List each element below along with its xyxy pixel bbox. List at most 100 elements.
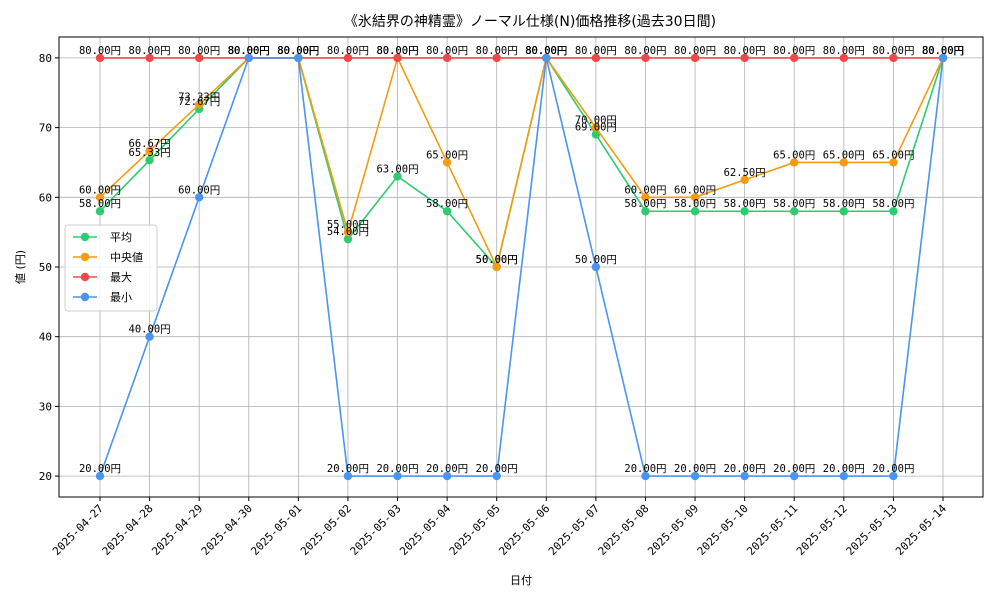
data-label: 20.00円 xyxy=(624,463,666,475)
data-label: 80.00円 xyxy=(327,45,369,57)
data-label: 80.00円 xyxy=(376,45,418,57)
legend-swatch-marker xyxy=(80,252,90,262)
legend-box xyxy=(64,224,158,312)
data-label: 80.00円 xyxy=(922,45,964,57)
data-label: 20.00円 xyxy=(426,463,468,475)
x-tick-label: 2025-05-02 xyxy=(298,502,354,558)
data-label: 58.00円 xyxy=(79,198,121,210)
y-tick-label: 70 xyxy=(39,122,52,135)
x-tick-label: 2025-05-03 xyxy=(348,502,404,558)
data-point xyxy=(244,53,253,63)
data-label: 80.00円 xyxy=(228,45,270,57)
data-label: 58.00円 xyxy=(773,198,815,210)
y-tick-label: 40 xyxy=(39,331,52,344)
data-label: 20.00円 xyxy=(872,463,914,475)
data-label: 80.00円 xyxy=(872,45,914,57)
data-label: 65.33円 xyxy=(129,147,171,159)
data-label: 80.00円 xyxy=(277,45,319,57)
data-label: 73.33円 xyxy=(178,91,220,103)
data-label: 65.00円 xyxy=(823,149,865,161)
data-label: 62.50円 xyxy=(724,167,766,179)
data-point xyxy=(343,53,353,63)
data-point xyxy=(591,130,601,139)
x-tick-label: 2025-05-08 xyxy=(596,502,652,558)
data-point xyxy=(492,262,501,272)
data-point xyxy=(889,207,898,216)
data-label: 40.00円 xyxy=(129,324,171,336)
data-label: 65.00円 xyxy=(773,149,815,161)
data-point xyxy=(343,227,353,237)
data-point xyxy=(145,53,154,63)
data-point xyxy=(889,158,898,167)
x-tick-label: 2025-05-11 xyxy=(744,502,800,558)
data-point xyxy=(145,332,154,341)
data-point xyxy=(839,471,849,481)
data-point xyxy=(740,207,749,216)
x-tick-label: 2025-05-06 xyxy=(496,502,552,558)
data-label: 80.00円 xyxy=(277,45,319,57)
data-point xyxy=(492,53,501,63)
data-label: 20.00円 xyxy=(476,463,518,475)
y-tick-label: 60 xyxy=(39,191,52,204)
y-tick-label: 20 xyxy=(39,470,52,483)
data-label: 55.00円 xyxy=(327,219,369,231)
data-label: 80.00円 xyxy=(376,45,418,57)
data-point xyxy=(839,207,849,216)
data-label: 80.00円 xyxy=(922,45,964,57)
x-tick-label: 2025-05-01 xyxy=(248,502,304,558)
data-label: 80.00円 xyxy=(823,45,865,57)
data-point xyxy=(95,471,105,481)
legend-swatch-marker xyxy=(80,292,90,302)
y-axis-label: 値 (円) xyxy=(14,250,27,284)
data-point xyxy=(790,158,799,167)
data-label: 58.00円 xyxy=(724,198,766,210)
data-label: 50.00円 xyxy=(476,254,518,266)
data-label: 58.00円 xyxy=(426,198,468,210)
data-point xyxy=(690,193,700,202)
legend-swatch-marker xyxy=(80,272,90,282)
data-label: 80.00円 xyxy=(277,45,319,57)
data-point xyxy=(790,53,799,63)
series-最大 xyxy=(95,53,948,63)
data-point xyxy=(938,53,948,63)
data-point xyxy=(690,207,700,216)
data-label: 20.00円 xyxy=(823,463,865,475)
data-point xyxy=(889,53,898,63)
series-中央値 xyxy=(95,53,948,272)
x-tick-label: 2025-05-05 xyxy=(447,502,503,558)
data-label: 20.00円 xyxy=(773,463,815,475)
data-point xyxy=(690,53,700,63)
data-label: 80.00円 xyxy=(525,45,567,57)
chart-title: 《氷結界の神精霊》ノーマル仕様(N)価格推移(過去30日間) xyxy=(344,14,716,30)
data-label: 60.00円 xyxy=(674,184,716,196)
data-label: 60.00円 xyxy=(79,184,121,196)
data-label: 80.00円 xyxy=(674,45,716,57)
data-point xyxy=(839,158,849,167)
data-label: 58.00円 xyxy=(872,198,914,210)
data-label: 65.00円 xyxy=(872,149,914,161)
y-tick-label: 50 xyxy=(39,261,52,274)
data-label: 70.00円 xyxy=(575,115,617,127)
data-label: 80.00円 xyxy=(129,45,171,57)
x-tick-label: 2025-04-29 xyxy=(149,502,205,558)
data-label: 66.67円 xyxy=(129,138,171,150)
data-point xyxy=(591,262,601,272)
data-point xyxy=(393,172,402,181)
data-label: 54.00円 xyxy=(327,226,369,238)
data-label: 80.00円 xyxy=(922,45,964,57)
data-point xyxy=(641,193,650,202)
data-point xyxy=(442,158,452,167)
data-point xyxy=(591,53,601,63)
data-point xyxy=(442,53,452,63)
x-tick-label: 2025-05-13 xyxy=(844,502,900,558)
series-layer xyxy=(95,53,948,481)
legend-entry-label: 最大 xyxy=(110,270,132,284)
data-point xyxy=(343,471,353,481)
data-label: 58.00円 xyxy=(823,198,865,210)
data-label: 20.00円 xyxy=(376,463,418,475)
x-tick-label: 2025-05-14 xyxy=(893,502,949,558)
data-label: 72.67円 xyxy=(178,96,220,108)
data-point xyxy=(790,471,799,481)
